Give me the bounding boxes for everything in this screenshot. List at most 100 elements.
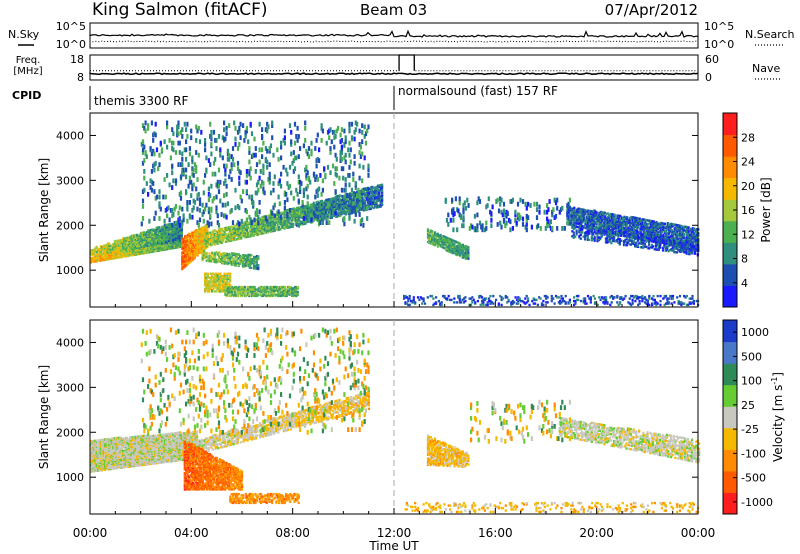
heatmap-cell [257, 264, 260, 267]
heatmap-cell [243, 256, 246, 260]
heatmap-cell [449, 244, 452, 247]
heatmap-cell [305, 210, 308, 214]
heatmap-cell [464, 248, 467, 252]
heatmap-cell [214, 259, 217, 262]
heatmap-cell [662, 222, 665, 225]
heatmap-cell [177, 235, 180, 238]
heatmap-cell [290, 225, 293, 228]
heatmap-cell [364, 206, 367, 209]
heatmap-cell [137, 238, 140, 241]
heatmap-cell [340, 211, 343, 215]
heatmap-cell [279, 223, 282, 226]
heatmap-cell [175, 232, 178, 235]
heatmap-cell [362, 189, 365, 192]
heatmap-cell [674, 245, 678, 248]
heatmap-cell [208, 243, 211, 246]
heatmap-cell [273, 292, 276, 295]
heatmap-cell [588, 222, 591, 225]
heatmap-cell [245, 224, 248, 227]
heatmap-cell [99, 248, 102, 252]
heatmap-cell [286, 226, 289, 229]
heatmap-cell [137, 244, 140, 248]
heatmap-cell [189, 251, 192, 254]
heatmap-cell [233, 224, 236, 228]
heatmap-cell [426, 237, 430, 240]
heatmap-cell [109, 253, 112, 257]
heatmap-cell [368, 206, 371, 209]
heatmap-cell [435, 234, 438, 237]
heatmap-cell [156, 231, 160, 234]
heatmap-cell [610, 228, 614, 231]
heatmap-cell [148, 251, 151, 254]
heatmap-cell [353, 198, 356, 202]
heatmap-cell [642, 218, 646, 221]
heatmap-cell [381, 193, 384, 197]
heatmap-cell [217, 232, 221, 235]
heatmap-cell [99, 247, 102, 250]
heatmap-cell [631, 218, 634, 222]
heatmap-cell [575, 230, 578, 233]
heatmap-cell [684, 229, 687, 232]
heatmap-cell [269, 230, 272, 233]
heatmap-cell [609, 212, 612, 216]
heatmap-cell [616, 216, 619, 220]
heatmap-cell [346, 204, 349, 207]
heatmap-cell [177, 234, 180, 237]
heatmap-cell [92, 258, 95, 261]
heatmap-cell [220, 241, 223, 244]
heatmap-cell [574, 209, 577, 212]
heatmap-cell [240, 258, 243, 262]
heatmap-cell [120, 254, 123, 257]
heatmap-cell [213, 285, 216, 288]
heatmap-cell [579, 225, 582, 228]
heatmap-cell [605, 224, 608, 227]
heatmap-cell [208, 231, 211, 235]
heatmap-cell [577, 213, 580, 217]
heatmap-cell [240, 229, 243, 232]
heatmap-cell [290, 223, 293, 226]
heatmap-cell [173, 232, 176, 235]
heatmap-cell [666, 223, 669, 226]
heatmap-cell [224, 285, 227, 289]
heatmap-cell [165, 236, 168, 239]
heatmap-cell [567, 223, 570, 226]
heatmap-cell [322, 204, 325, 207]
heatmap-cell [255, 255, 258, 258]
heatmap-cell [244, 227, 247, 230]
heatmap-cell [656, 222, 659, 225]
heatmap-cell [684, 225, 687, 229]
heatmap-cell [296, 214, 299, 217]
heatmap-cell [168, 228, 171, 231]
heatmap-cell [301, 211, 304, 215]
heatmap-cell [688, 234, 692, 237]
heatmap-cell [231, 232, 235, 236]
heatmap-cell [591, 216, 594, 220]
heatmap-cell [584, 222, 587, 226]
heatmap-cell [163, 236, 166, 239]
heatmap-cell [262, 215, 265, 218]
heatmap-cell [460, 248, 463, 251]
heatmap-cell [196, 239, 199, 242]
heatmap-cell [109, 249, 112, 253]
heatmap-cell [686, 244, 689, 248]
heatmap-cell [695, 238, 698, 241]
heatmap-cell [148, 243, 151, 246]
heatmap-cell [447, 247, 450, 250]
heatmap-cell [648, 233, 651, 236]
heatmap-cell [442, 238, 445, 242]
heatmap-cell [108, 246, 111, 249]
heatmap-cell [688, 241, 692, 245]
heatmap-cell [227, 236, 230, 239]
heatmap-cell [378, 205, 381, 208]
heatmap-cell [312, 216, 315, 220]
heatmap-cell [134, 234, 137, 237]
heatmap-cell [130, 251, 133, 254]
heatmap-cell [617, 217, 620, 220]
heatmap-cell [284, 211, 287, 215]
heatmap-cell [637, 221, 640, 224]
heatmap-cell [243, 293, 246, 296]
heatmap-cell [275, 226, 278, 229]
heatmap-cell [179, 221, 182, 224]
heatmap-cell [280, 290, 283, 294]
heatmap-cell [601, 211, 604, 214]
